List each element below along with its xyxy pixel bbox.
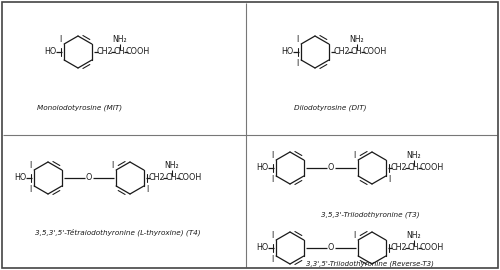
Text: O: O <box>86 174 92 183</box>
Text: COOH: COOH <box>420 244 444 252</box>
Text: HO: HO <box>44 48 56 56</box>
Text: HO: HO <box>256 164 268 173</box>
Text: CH2: CH2 <box>148 174 165 183</box>
Text: I: I <box>29 161 32 170</box>
Text: I: I <box>271 231 274 241</box>
Text: CH: CH <box>408 164 419 173</box>
Text: COOH: COOH <box>178 174 202 183</box>
Text: CH: CH <box>166 174 177 183</box>
Text: I: I <box>353 151 356 160</box>
Text: COOH: COOH <box>363 48 387 56</box>
Text: I: I <box>111 161 114 170</box>
Text: NH₂: NH₂ <box>112 35 127 45</box>
Text: COOH: COOH <box>126 48 150 56</box>
Text: I: I <box>296 35 298 45</box>
Text: NH₂: NH₂ <box>164 161 179 170</box>
Text: I: I <box>271 151 274 160</box>
Text: NH₂: NH₂ <box>406 231 421 241</box>
Text: CH2: CH2 <box>96 48 113 56</box>
Text: HO: HO <box>281 48 293 56</box>
Text: 3,5,3'-Triiodothyronine (T3): 3,5,3'-Triiodothyronine (T3) <box>320 212 420 218</box>
Text: COOH: COOH <box>420 164 444 173</box>
Text: CH2: CH2 <box>390 244 407 252</box>
Text: I: I <box>296 59 298 69</box>
Text: CH: CH <box>408 244 419 252</box>
Text: HO: HO <box>14 174 26 183</box>
Text: CH: CH <box>114 48 125 56</box>
Text: HO: HO <box>256 244 268 252</box>
Text: O: O <box>328 164 334 173</box>
Text: CH: CH <box>351 48 362 56</box>
Text: 3,3',5'-Triiodothyronine (Reverse-T3): 3,3',5'-Triiodothyronine (Reverse-T3) <box>306 260 434 267</box>
Text: 3,5,3',5'-Tétraiodothyronine (L-thyroxine) (T4): 3,5,3',5'-Tétraiodothyronine (L-thyroxin… <box>35 228 201 236</box>
Text: I: I <box>146 185 149 194</box>
Text: NH₂: NH₂ <box>406 151 421 160</box>
Text: I: I <box>59 35 62 45</box>
Text: CH2: CH2 <box>390 164 407 173</box>
Text: I: I <box>29 185 32 194</box>
Text: I: I <box>271 176 274 184</box>
Text: CH2: CH2 <box>333 48 350 56</box>
Text: O: O <box>328 244 334 252</box>
Text: Diiodotyrosine (DIT): Diiodotyrosine (DIT) <box>294 105 366 111</box>
Text: I: I <box>353 231 356 241</box>
Text: Monoiodotyrosine (MIT): Monoiodotyrosine (MIT) <box>38 105 122 111</box>
Text: I: I <box>388 176 391 184</box>
Text: NH₂: NH₂ <box>349 35 364 45</box>
Text: I: I <box>271 255 274 265</box>
